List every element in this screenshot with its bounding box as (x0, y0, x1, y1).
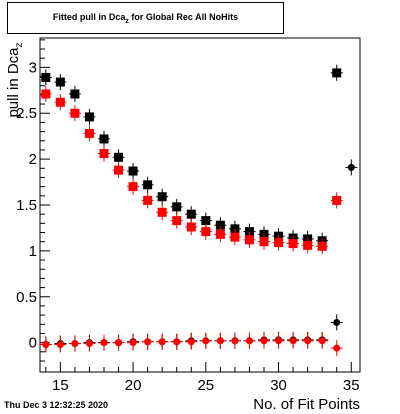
data-point-sigma_red (317, 241, 327, 251)
data-point-sigma_black (244, 227, 254, 237)
y-axis-label: pull in Dcaz (5, 42, 25, 118)
y-tick-label: 2 (29, 151, 37, 168)
axis-ticks: 15 20 25 30 35 0 0.5 1 1.5 2 2.5 3 (16, 39, 360, 394)
data-point-mean_red (289, 337, 297, 345)
data-point-sigma_red (128, 182, 138, 192)
data-point-sigma_red (259, 237, 269, 247)
chart-title: Fitted pull in Dcaz for Global Rec All N… (52, 12, 239, 25)
data-point-mean_red (129, 339, 137, 347)
data-point-sigma_black (70, 89, 80, 99)
data-point-mean_red (100, 339, 108, 347)
data-point-sigma_red (157, 207, 167, 217)
data-point-sigma_red (172, 216, 182, 226)
y-tick-label: 3 (29, 59, 37, 76)
x-tick-label: 30 (270, 377, 287, 394)
data-point-sigma_black (157, 192, 167, 202)
data-point-mean_red (173, 338, 181, 346)
y-tick-label: 0 (29, 335, 37, 352)
data-point-sigma_black (172, 202, 182, 212)
data-point-sigma_black (201, 216, 211, 226)
data-point-mean_red (42, 340, 50, 348)
chart-title-box: Fitted pull in Dcaz for Global Rec All N… (7, 2, 284, 34)
plot-frame (39, 37, 361, 373)
data-point-sigma_black (128, 166, 138, 176)
data-point-sigma_black (230, 224, 240, 234)
data-point-mean_red (231, 337, 239, 345)
data-point-sigma_black (41, 72, 51, 82)
data-point-mean_red (304, 337, 312, 345)
x-tick-label: 25 (197, 377, 214, 394)
data-point-sigma_red (244, 235, 254, 245)
data-marks (39, 64, 358, 357)
data-point-mean_red (144, 338, 152, 346)
data-point-sigma_black (215, 220, 225, 230)
data-point-sigma_red (274, 238, 284, 248)
data-point-sigma_black (55, 77, 65, 87)
data-point-sigma_black (84, 112, 94, 122)
data-point-sigma_red (332, 195, 342, 205)
data-point-mean_red (245, 337, 253, 345)
data-point-sigma_black (186, 209, 196, 219)
data-point-mean_red (56, 340, 64, 348)
x-tick-label: 20 (125, 377, 142, 394)
data-point-mean_red (260, 337, 268, 345)
data-point-sigma_red (41, 89, 51, 99)
x-axis-label: No. of Fit Points (253, 396, 360, 413)
data-point-sigma_red (201, 227, 211, 237)
timestamp: Thu Dec 3 12:32:25 2020 (4, 400, 109, 410)
data-point-mean_red (115, 339, 123, 347)
data-point-mean_black (347, 163, 355, 171)
y-tick-label: 2.5 (16, 105, 37, 122)
data-point-sigma_red (70, 108, 80, 118)
x-tick-label: 15 (52, 377, 69, 394)
data-point-mean_red (216, 337, 224, 345)
y-tick-label: 1.5 (16, 197, 37, 214)
data-point-sigma_black (99, 134, 109, 144)
data-point-sigma_red (99, 149, 109, 159)
y-tick-label: 1 (29, 243, 37, 260)
data-point-mean_red (333, 344, 341, 352)
data-point-mean_red (71, 340, 79, 348)
data-point-sigma_red (114, 165, 124, 175)
data-point-mean_red (318, 337, 326, 345)
data-point-sigma_black (114, 152, 124, 162)
data-point-mean_red (158, 338, 166, 346)
data-point-sigma_black (143, 180, 153, 190)
data-point-mean_red (202, 337, 210, 345)
data-point-sigma_red (288, 239, 298, 249)
data-point-sigma_red (186, 222, 196, 232)
y-tick-label: 0.5 (16, 289, 37, 306)
data-point-mean_red (275, 337, 283, 345)
data-point-mean_black (333, 318, 341, 326)
x-tick-label: 35 (343, 377, 360, 394)
data-point-sigma_red (303, 240, 313, 250)
data-point-sigma_red (55, 97, 65, 107)
data-point-mean_red (85, 340, 93, 348)
data-point-sigma_red (143, 195, 153, 205)
data-point-sigma_red (230, 232, 240, 242)
data-point-mean_red (187, 338, 195, 346)
data-point-sigma_red (215, 229, 225, 239)
data-point-sigma_black (332, 68, 342, 78)
data-point-sigma_red (84, 128, 94, 138)
